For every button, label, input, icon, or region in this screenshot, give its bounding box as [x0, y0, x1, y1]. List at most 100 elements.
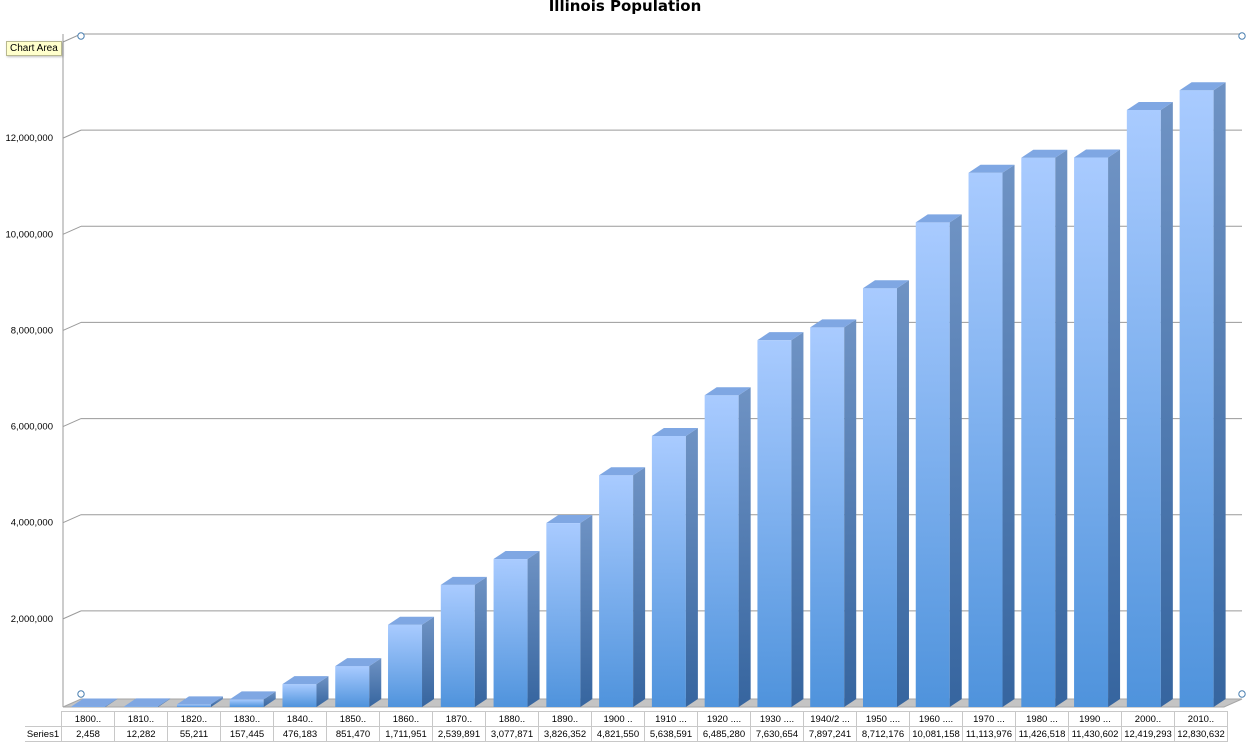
- bar-front: [757, 340, 792, 707]
- bar[interactable]: [704, 387, 751, 707]
- y-tick-label: 2,000,000: [11, 614, 53, 625]
- table-category-cell: 1920 ....: [697, 711, 751, 727]
- table-value-cell: 12,282: [114, 726, 168, 742]
- bar-front: [335, 666, 370, 707]
- bar-front: [124, 706, 159, 707]
- resize-handle[interactable]: [1238, 32, 1246, 40]
- bar[interactable]: [1179, 82, 1226, 707]
- bar[interactable]: [440, 576, 487, 707]
- table-value-cell: 3,826,352: [538, 726, 592, 742]
- bar-front: [1021, 157, 1056, 708]
- bar[interactable]: [1074, 149, 1121, 707]
- bar-top: [757, 332, 804, 341]
- y-tick-label: 10,000,000: [5, 229, 53, 240]
- table-category-cell: 1990 ...: [1068, 711, 1122, 727]
- bar[interactable]: [862, 280, 909, 707]
- data-table-corner: [25, 711, 62, 727]
- bar-top: [493, 551, 540, 560]
- table-value-cell: 851,470: [326, 726, 380, 742]
- bar[interactable]: [968, 164, 1015, 707]
- table-category-cell: 1950 ....: [856, 711, 910, 727]
- bar[interactable]: [282, 676, 329, 707]
- bar-front: [862, 288, 897, 707]
- bar-top: [176, 696, 223, 705]
- bar-top: [388, 616, 435, 625]
- table-value-cell: 8,712,176: [856, 726, 910, 742]
- bar[interactable]: [1021, 149, 1068, 708]
- bar-front: [1126, 109, 1161, 708]
- chart-area-tooltip: Chart Area: [6, 41, 62, 56]
- table-category-cell: 1960 ....: [909, 711, 963, 727]
- resize-handle[interactable]: [1238, 690, 1246, 698]
- bar-top: [440, 576, 487, 585]
- bar-front: [229, 699, 264, 707]
- bar[interactable]: [229, 691, 276, 707]
- bar-side: [633, 467, 646, 707]
- table-value-cell: 12,419,293: [1121, 726, 1175, 742]
- bar[interactable]: [124, 698, 171, 707]
- bar[interactable]: [915, 214, 962, 707]
- table-value-cell: 6,485,280: [697, 726, 751, 742]
- table-category-cell: 1940/2 ...: [803, 711, 857, 727]
- table-value-cell: 7,630,654: [750, 726, 804, 742]
- bar[interactable]: [71, 698, 118, 708]
- bar-side: [210, 696, 223, 707]
- data-table: 1800.. 1810.. 1820.. 1830.. 1840.. 1850.. 1860…: [25, 711, 1228, 742]
- table-category-cell: 1890..: [538, 711, 592, 727]
- bar-side: [1108, 149, 1121, 707]
- table-category-cell: 1860..: [379, 711, 433, 727]
- y-tick-label: 4,000,000: [11, 518, 53, 529]
- gridline-depth: [62, 225, 82, 235]
- bar-top: [704, 387, 751, 396]
- gridline-depth: [62, 514, 82, 524]
- bar-top: [1021, 149, 1068, 158]
- bar-front: [1179, 90, 1214, 707]
- table-value-cell: 4,821,550: [591, 726, 645, 742]
- chart-title: Illinois Population: [548, 0, 702, 15]
- resize-handle[interactable]: [77, 32, 85, 40]
- table-category-cell: 1980 ...: [1015, 711, 1069, 727]
- table-category-cell: 1840..: [273, 711, 327, 727]
- bar[interactable]: [1126, 101, 1173, 708]
- bar-top: [546, 515, 593, 524]
- bar[interactable]: [757, 332, 804, 707]
- data-table-series-row: Series1 2,458 12,282 55,211 157,445 476,183 8…: [25, 726, 1228, 742]
- bar-top: [124, 698, 171, 707]
- bar[interactable]: [335, 658, 382, 707]
- bar[interactable]: [546, 515, 593, 707]
- table-category-cell: 1810..: [114, 711, 168, 727]
- table-category-cell: 2000..: [1121, 711, 1175, 727]
- bar-chart[interactable]: 0 2,000,000 4,000,000 6,000,000 8,000,000 10,…: [0, 0, 1250, 711]
- bar-side: [369, 658, 382, 707]
- bar-front: [968, 172, 1003, 707]
- table-category-cell: 1820..: [167, 711, 221, 727]
- bar[interactable]: [388, 616, 435, 707]
- bar-top: [229, 691, 276, 700]
- gridline-depth: [62, 610, 82, 620]
- bar[interactable]: [493, 551, 540, 707]
- bar-front: [388, 624, 423, 707]
- bar-top: [1179, 82, 1226, 91]
- table-category-cell: 1910 ...: [644, 711, 698, 727]
- bar-top: [282, 676, 329, 685]
- bar[interactable]: [810, 319, 857, 707]
- table-value-cell: 157,445: [220, 726, 274, 742]
- bar-top: [862, 280, 909, 289]
- bar-side: [263, 691, 276, 707]
- resize-handle[interactable]: [77, 690, 85, 698]
- table-category-cell: 1850..: [326, 711, 380, 727]
- bar-top: [1126, 101, 1173, 110]
- table-value-cell: 12,830,632: [1174, 726, 1228, 742]
- bar-top: [651, 427, 698, 436]
- bar-side: [422, 616, 435, 707]
- bar-side: [1160, 101, 1173, 708]
- table-value-cell: 7,897,241: [803, 726, 857, 742]
- bar[interactable]: [599, 467, 646, 707]
- bar-front: [1074, 157, 1109, 707]
- table-category-cell: 1900 ..: [591, 711, 645, 727]
- table-category-cell: 2010..: [1174, 711, 1228, 727]
- bar[interactable]: [651, 427, 698, 707]
- bar-side: [316, 676, 329, 707]
- bar[interactable]: [176, 696, 223, 707]
- table-value-cell: 11,426,518: [1015, 726, 1069, 742]
